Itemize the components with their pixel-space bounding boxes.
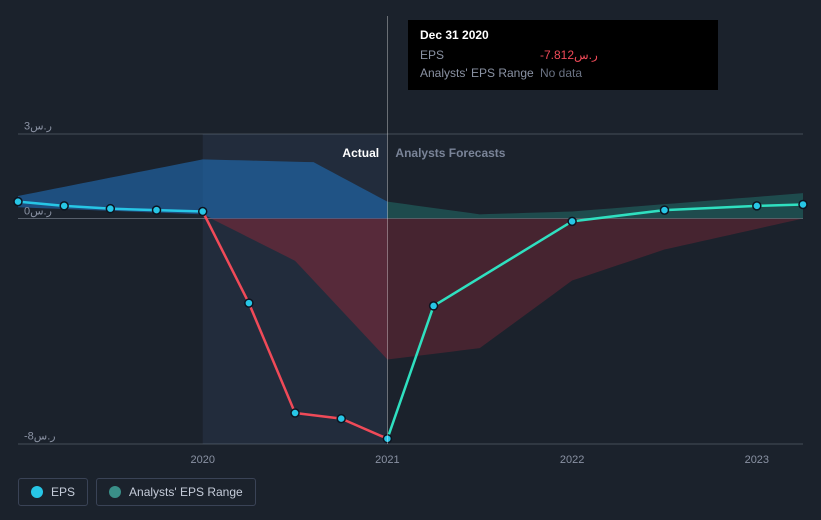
x-axis-tick-label: 2021 (375, 454, 399, 466)
legend-swatch-icon (109, 486, 121, 498)
y-axis-tick-label: -8ر.س (24, 430, 56, 443)
x-axis-tick-label: 2023 (745, 454, 769, 466)
tooltip-row-eps: EPS -7.812ر.س (420, 46, 706, 64)
chart-tooltip: Dec 31 2020 EPS -7.812ر.س Analysts' EPS … (408, 20, 718, 90)
x-axis-tick-label: 2020 (190, 454, 214, 466)
tooltip-value: No data (540, 64, 582, 82)
tooltip-label: EPS (420, 46, 540, 64)
legend-item-eps[interactable]: EPS (18, 478, 88, 506)
legend-item-range[interactable]: Analysts' EPS Range (96, 478, 256, 506)
chart-legend: EPS Analysts' EPS Range (18, 478, 256, 506)
y-axis-tick-label: ر.س3 (24, 120, 52, 133)
y-axis-tick-label: ر.س0 (24, 204, 52, 217)
tooltip-value: -7.812ر.س (540, 46, 598, 64)
legend-swatch-icon (31, 486, 43, 498)
tooltip-row-range: Analysts' EPS Range No data (420, 64, 706, 82)
tooltip-date: Dec 31 2020 (420, 28, 706, 42)
legend-label: Analysts' EPS Range (129, 485, 243, 499)
x-axis-tick-label: 2022 (560, 454, 584, 466)
legend-label: EPS (51, 485, 75, 499)
tooltip-label: Analysts' EPS Range (420, 64, 540, 82)
region-label-forecast: Analysts Forecasts (395, 146, 505, 160)
chart-hover-line (387, 16, 388, 444)
region-label-actual: Actual (342, 146, 379, 160)
